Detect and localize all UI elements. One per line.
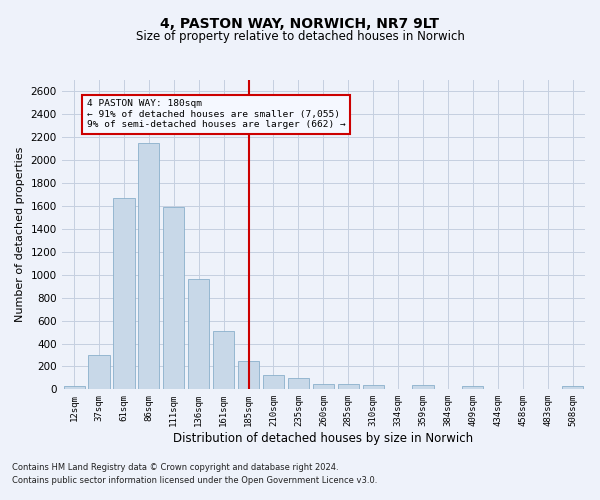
Y-axis label: Number of detached properties: Number of detached properties [15, 147, 25, 322]
Bar [338, 384, 359, 390]
Bar [188, 280, 209, 390]
Text: Contains public sector information licensed under the Open Government Licence v3: Contains public sector information licen… [12, 476, 377, 485]
Text: 4, PASTON WAY, NORWICH, NR7 9LT: 4, PASTON WAY, NORWICH, NR7 9LT [161, 18, 439, 32]
Bar [412, 386, 434, 390]
Text: Contains HM Land Registry data © Crown copyright and database right 2024.: Contains HM Land Registry data © Crown c… [12, 464, 338, 472]
Bar [313, 384, 334, 390]
X-axis label: Distribution of detached houses by size in Norwich: Distribution of detached houses by size … [173, 432, 473, 445]
Text: 4 PASTON WAY: 180sqm
← 91% of detached houses are smaller (7,055)
9% of semi-det: 4 PASTON WAY: 180sqm ← 91% of detached h… [86, 100, 346, 130]
Text: Size of property relative to detached houses in Norwich: Size of property relative to detached ho… [136, 30, 464, 43]
Bar [362, 386, 384, 390]
Bar [238, 360, 259, 390]
Bar [562, 386, 583, 390]
Bar [213, 332, 234, 390]
Bar [113, 198, 134, 390]
Bar [64, 386, 85, 390]
Bar [462, 386, 484, 390]
Bar [138, 143, 160, 390]
Bar [88, 355, 110, 390]
Bar [163, 206, 184, 390]
Bar [288, 378, 309, 390]
Bar [263, 375, 284, 390]
